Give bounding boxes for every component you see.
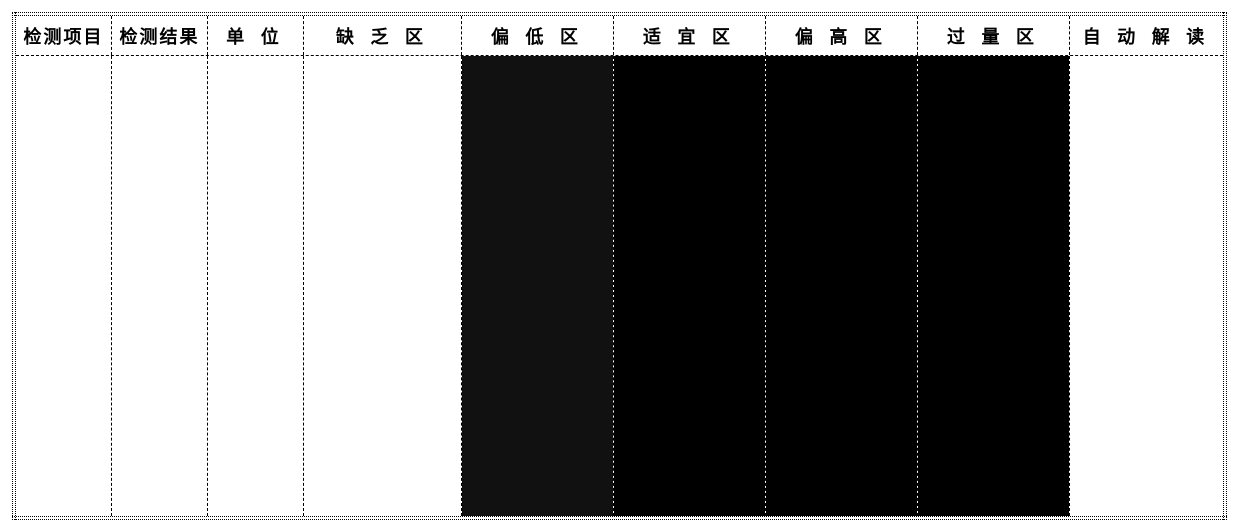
table-right-border <box>1223 12 1227 520</box>
col-header-deficient-zone: 缺 乏 区 <box>304 16 462 55</box>
body-col-test-item <box>16 56 112 516</box>
body-col-optimal-zone <box>614 56 766 516</box>
optimal-zone-fill <box>614 56 765 516</box>
table-body <box>16 56 1223 516</box>
low-zone-fill <box>462 56 613 516</box>
body-col-auto-interpret <box>1070 56 1223 516</box>
excess-zone-fill <box>918 56 1069 516</box>
table-bottom-border <box>12 516 1227 520</box>
table-header-row: 检测项目 检测结果 单 位 缺 乏 区 偏 低 区 适 宜 区 偏 高 区 过 … <box>16 16 1223 56</box>
body-col-unit <box>208 56 304 516</box>
body-col-test-result <box>112 56 208 516</box>
col-header-optimal-zone: 适 宜 区 <box>614 16 766 55</box>
body-col-excess-zone <box>918 56 1070 516</box>
col-header-test-item: 检测项目 <box>16 16 112 55</box>
col-header-unit: 单 位 <box>208 16 304 55</box>
body-col-deficient-zone <box>304 56 462 516</box>
high-zone-fill <box>766 56 917 516</box>
body-col-low-zone <box>462 56 614 516</box>
col-header-auto-interpret: 自 动 解 读 <box>1070 16 1223 55</box>
col-header-excess-zone: 过 量 区 <box>918 16 1070 55</box>
report-table: 检测项目 检测结果 单 位 缺 乏 区 偏 低 区 适 宜 区 偏 高 区 过 … <box>12 12 1227 520</box>
col-header-high-zone: 偏 高 区 <box>766 16 918 55</box>
col-header-low-zone: 偏 低 区 <box>462 16 614 55</box>
col-header-test-result: 检测结果 <box>112 16 208 55</box>
body-col-high-zone <box>766 56 918 516</box>
